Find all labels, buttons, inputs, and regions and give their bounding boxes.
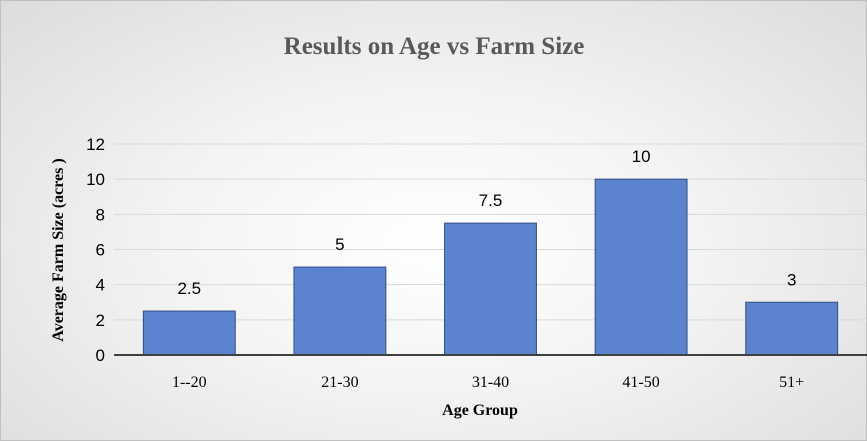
bar-41-50 xyxy=(594,178,688,356)
y-tick-label: 4 xyxy=(96,276,105,295)
data-label: 7.5 xyxy=(479,191,503,210)
chart-title: Results on Age vs Farm Size xyxy=(284,33,585,60)
data-label: 2.5 xyxy=(177,279,201,298)
data-label: 10 xyxy=(632,147,651,166)
y-tick-label: 10 xyxy=(86,170,105,189)
bar-1--20 xyxy=(142,310,236,356)
x-tick-label: 21-30 xyxy=(321,374,358,391)
x-tick-label: 31-40 xyxy=(472,374,509,391)
y-tick-label: 0 xyxy=(96,346,105,365)
x-tick-label: 51+ xyxy=(779,374,804,391)
bar-51+ xyxy=(745,301,839,356)
y-tick-label: 6 xyxy=(96,241,105,260)
x-axis-ticks: 1--20 21-30 31-40 41-50 51+ xyxy=(172,374,804,391)
y-tick-label: 8 xyxy=(96,205,105,224)
x-axis-label: Age Group xyxy=(442,402,518,419)
x-tick-label: 41-50 xyxy=(622,374,659,391)
y-tick-label: 2 xyxy=(96,311,105,330)
y-axis-ticks: 0 2 4 6 8 10 12 xyxy=(86,135,105,365)
bars xyxy=(142,178,839,356)
x-tick-label: 1--20 xyxy=(172,374,207,391)
bar-31-40 xyxy=(444,222,537,356)
y-tick-label: 12 xyxy=(86,135,105,154)
data-label: 5 xyxy=(335,235,344,254)
data-labels: 2.5 5 7.5 10 3 xyxy=(177,147,796,298)
bar-21-30 xyxy=(293,266,387,356)
data-label: 3 xyxy=(787,270,796,289)
y-axis-label: Average Farm Size (acres ) xyxy=(50,158,67,341)
